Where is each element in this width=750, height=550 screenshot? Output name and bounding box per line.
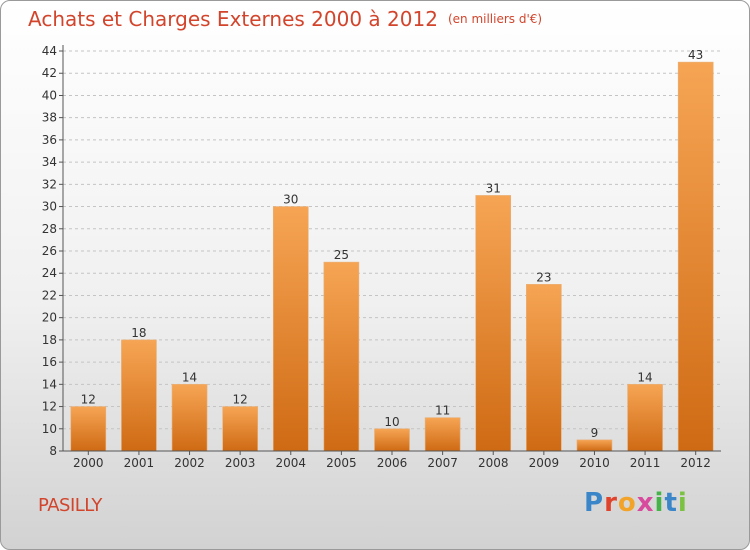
x-tick-label: 2002 xyxy=(174,456,205,470)
value-label: 43 xyxy=(688,48,703,62)
value-label: 12 xyxy=(81,393,96,407)
y-tick-label: 30 xyxy=(42,200,57,214)
y-tick-label: 14 xyxy=(42,377,57,391)
x-tick-label: 2000 xyxy=(73,456,104,470)
x-tick-label: 2001 xyxy=(124,456,155,470)
value-label: 31 xyxy=(486,181,501,195)
bar-2003 xyxy=(222,406,258,452)
y-tick-label: 20 xyxy=(42,311,57,325)
value-label: 14 xyxy=(182,370,197,384)
chart-subtitle: (en milliers d'€) xyxy=(447,12,543,26)
value-label: 14 xyxy=(637,370,652,384)
logo-letter: o xyxy=(617,488,637,518)
logo-letter: i xyxy=(677,488,688,518)
y-tick-label: 22 xyxy=(42,288,57,302)
value-label: 11 xyxy=(435,404,450,418)
y-tick-label: 34 xyxy=(42,155,57,169)
y-tick-label: 28 xyxy=(42,222,57,236)
bar-2002 xyxy=(171,384,208,452)
x-tick-label: 2003 xyxy=(225,456,256,470)
y-tick-label: 32 xyxy=(42,177,57,191)
bar-2007 xyxy=(424,417,461,452)
chart-title-text: Achats et Charges Externes 2000 à 2012 xyxy=(28,7,438,31)
bar-2000 xyxy=(70,406,107,452)
x-tick-label: 2006 xyxy=(377,456,408,470)
x-tick-label: 2011 xyxy=(630,456,661,470)
value-label: 12 xyxy=(233,393,248,407)
y-tick-label: 16 xyxy=(42,355,57,369)
logo-letter: P xyxy=(584,488,605,518)
place-name: PASILLY xyxy=(38,495,102,516)
labels: 8 10 12 14 16 18 20 22 24 26 28 30 32 34 36 38 40 42 44 12 2… xyxy=(42,44,711,470)
y-tick-label: 8 xyxy=(49,444,57,458)
axes xyxy=(59,45,721,455)
y-tick-label: 38 xyxy=(42,111,57,125)
logo-letter: x xyxy=(636,488,655,518)
y-tick-label: 12 xyxy=(42,400,57,414)
y-tick-label: 44 xyxy=(42,44,57,58)
grid-lines xyxy=(63,50,721,452)
bars xyxy=(70,61,714,452)
value-label: 23 xyxy=(536,270,551,284)
y-tick-label: 10 xyxy=(42,422,57,436)
bar-2006 xyxy=(374,428,410,452)
value-label: 10 xyxy=(384,415,399,429)
value-label: 30 xyxy=(283,193,298,207)
x-tick-label: 2004 xyxy=(275,456,306,470)
bar-2010 xyxy=(576,439,613,452)
x-tick-label: 2005 xyxy=(326,456,357,470)
y-tick-label: 36 xyxy=(42,133,57,147)
bar-2009 xyxy=(526,284,562,452)
bar-2012 xyxy=(677,61,714,452)
x-tick-label: 2009 xyxy=(529,456,560,470)
x-tick-label: 2008 xyxy=(478,456,509,470)
x-tick-label: 2007 xyxy=(427,456,458,470)
y-tick-label: 42 xyxy=(42,66,57,80)
chart-title: Achats et Charges Externes 2000 à 2012 (e… xyxy=(28,7,542,31)
value-label: 18 xyxy=(131,326,146,340)
logo-letter: r xyxy=(604,488,618,518)
logo-letter: i xyxy=(654,488,665,518)
y-tick-label: 26 xyxy=(42,244,57,258)
y-tick-label: 18 xyxy=(42,333,57,347)
value-label: 9 xyxy=(591,426,599,440)
bar-2008 xyxy=(475,195,512,452)
y-tick-label: 24 xyxy=(42,266,57,280)
x-tick-label: 2010 xyxy=(579,456,610,470)
bar-2011 xyxy=(627,384,663,452)
value-label: 25 xyxy=(334,248,349,262)
bar-2005 xyxy=(323,261,360,452)
y-tick-label: 40 xyxy=(42,88,57,102)
bar-2004 xyxy=(272,206,309,452)
proxiti-logo: Proxiti xyxy=(584,488,688,518)
x-tick-label: 2012 xyxy=(680,456,711,470)
bar-2001 xyxy=(121,339,157,452)
logo-letter: t xyxy=(664,488,678,518)
